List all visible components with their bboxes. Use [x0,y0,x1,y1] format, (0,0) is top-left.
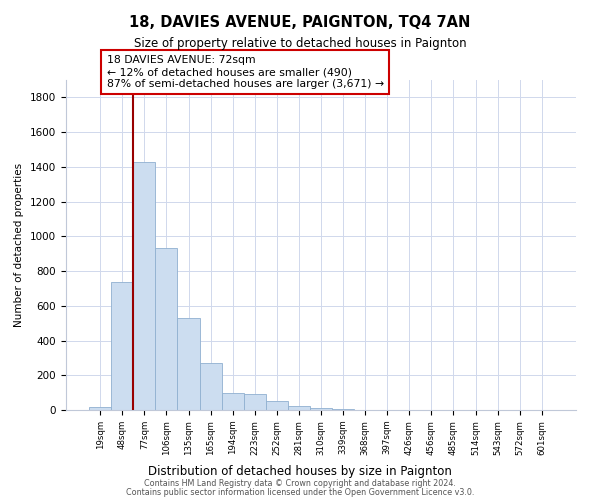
Text: Size of property relative to detached houses in Paignton: Size of property relative to detached ho… [134,38,466,51]
Bar [221,392,244,410]
Bar [155,248,178,410]
Bar [266,402,288,410]
Bar [310,408,332,410]
Text: Contains public sector information licensed under the Open Government Licence v3: Contains public sector information licen… [126,488,474,497]
Text: Contains HM Land Registry data © Crown copyright and database right 2024.: Contains HM Land Registry data © Crown c… [144,478,456,488]
Bar [111,282,133,410]
Bar [200,363,221,410]
Bar [178,318,200,410]
Bar [89,406,111,410]
Text: 18, DAVIES AVENUE, PAIGNTON, TQ4 7AN: 18, DAVIES AVENUE, PAIGNTON, TQ4 7AN [130,15,470,30]
Bar [332,409,354,410]
Bar [288,406,310,410]
Y-axis label: Number of detached properties: Number of detached properties [14,163,25,327]
Bar [133,162,155,410]
Text: 18 DAVIES AVENUE: 72sqm
← 12% of detached houses are smaller (490)
87% of semi-d: 18 DAVIES AVENUE: 72sqm ← 12% of detache… [107,56,384,88]
Text: Distribution of detached houses by size in Paignton: Distribution of detached houses by size … [148,464,452,477]
Bar [244,394,266,410]
